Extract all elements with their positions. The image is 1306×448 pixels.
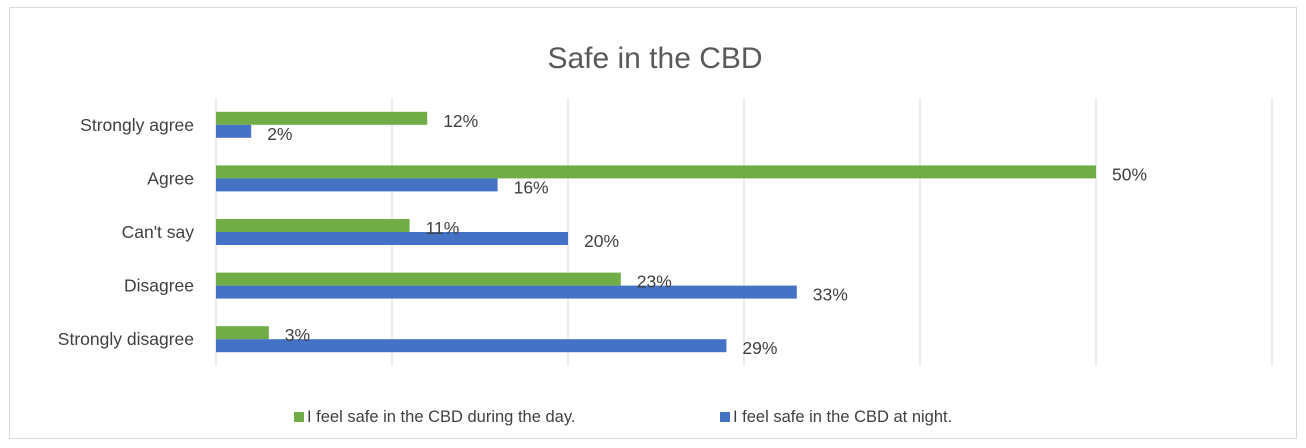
data-label: 16% xyxy=(514,177,549,197)
legend: I feel safe in the CBD during the day. I … xyxy=(294,408,952,426)
data-label: 29% xyxy=(742,338,777,358)
legend-label-day: I feel safe in the CBD during the day. xyxy=(307,408,575,426)
data-label: 20% xyxy=(584,231,619,251)
data-label: 2% xyxy=(267,124,292,144)
category-label: Strongly disagree xyxy=(58,329,194,349)
bar-night xyxy=(216,339,727,353)
legend-swatch-night xyxy=(720,412,730,422)
bar-chart: Safe in the CBD 12% 2% 50% 16% 11% 20% 23% 33% 3… xyxy=(58,42,1273,426)
bar-night xyxy=(216,285,797,299)
bar-day xyxy=(216,111,428,125)
bar-day xyxy=(216,165,1096,179)
bar-day xyxy=(216,272,621,286)
category-label: Agree xyxy=(147,168,194,188)
bar-night xyxy=(216,124,252,138)
data-label: 12% xyxy=(443,111,478,131)
legend-label-night: I feel safe in the CBD at night. xyxy=(733,408,952,426)
data-label: 33% xyxy=(813,285,848,305)
data-label: 11% xyxy=(426,218,460,238)
data-label: 50% xyxy=(1112,164,1147,184)
bars xyxy=(216,111,1096,353)
legend-swatch-day xyxy=(294,412,304,422)
bar-night xyxy=(216,232,568,245)
bar-night xyxy=(216,178,498,192)
category-label: Disagree xyxy=(124,276,194,296)
bar-day xyxy=(216,219,410,232)
bar-day xyxy=(216,326,269,340)
category-labels: Strongly agree Agree Can't say Disagree Stro… xyxy=(58,115,194,349)
category-label: Can't say xyxy=(122,222,195,242)
chart-title: Safe in the CBD xyxy=(547,42,762,75)
data-label: 3% xyxy=(285,325,310,345)
data-labels: 12% 2% 50% 16% 11% 20% 23% 33% 3% 29% xyxy=(267,111,1147,358)
chart-frame: Safe in the CBD 12% 2% 50% 16% 11% 20% 23% 33% 3… xyxy=(9,7,1297,439)
category-label: Strongly agree xyxy=(80,115,194,135)
data-label: 23% xyxy=(637,272,672,292)
